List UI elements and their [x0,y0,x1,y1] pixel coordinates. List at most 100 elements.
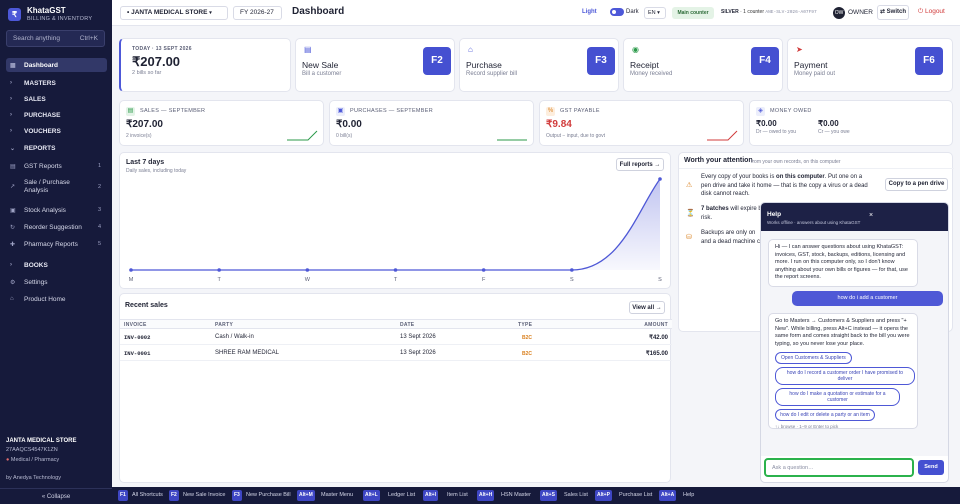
box-icon: ▣ [336,107,345,116]
avatar[interactable]: OW [833,7,845,19]
quick-action-purchase[interactable]: ⌂ Purchase Record supplier bill F3 [459,38,619,92]
attention-backup-message: Every copy of your books is on this comp… [701,173,873,199]
full-reports-button[interactable]: Full reports → [616,158,664,171]
brand-name: KhataGST [27,6,66,15]
shortcut-ledger-list[interactable]: Ledger List [388,492,416,498]
sidebar-item-reports[interactable]: ⌄ REPORTS [6,141,107,155]
ask-question-input[interactable]: Ask a question… [764,458,914,477]
switch-user-button[interactable]: ⇄ Switch [877,5,909,20]
sidebar-item-sale-purchase-analysis[interactable]: ↗ Sale / Purchase Analysis 2 [6,177,107,197]
user-role: OWNER [848,9,873,16]
chevron-down-icon: ▾ [209,10,212,16]
sidebar-item-stock-analysis[interactable]: ▣ Stock Analysis 3 [6,203,107,217]
invoice-date: 13 Sept 2026 [400,334,436,340]
home-icon: ⌂ [10,296,14,302]
column-header-amount: AMOUNT [644,322,668,328]
data-point[interactable] [658,177,662,181]
shortcut-sales-list[interactable]: Sales List [564,492,588,498]
stat-value: ₹9.84 [546,119,572,130]
data-point[interactable] [393,268,398,272]
help-messages: Hi — I can answer questions about using … [761,231,948,456]
sidebar-search[interactable]: Search anything Ctrl+K [6,30,105,47]
shortcut-key: F3 [232,490,242,501]
shortcut-key: Alt+A [659,490,677,501]
sidebar-item-pharmacy-reports[interactable]: ✚ Pharmacy Reports 5 [6,237,107,251]
today-amount: ₹207.00 [132,54,181,69]
stat-subtext: Output − input, due to govt [546,133,606,139]
sidebar-item-label: Sale / Purchase Analysis [24,179,70,194]
shortcut-all-shortcuts[interactable]: All Shortcuts [132,492,163,498]
chevron-right-icon: › [10,112,12,118]
bot-message: Hi — I can answer questions about using … [768,239,918,287]
sidebar-item-reorder-suggestion[interactable]: ↻ Reorder Suggestion 4 [6,220,107,234]
sidebar-item-purchase[interactable]: › PURCHASE [6,108,107,122]
table-row[interactable]: INV-0002 Cash / Walk-in 13 Sept 2026 B2C… [120,330,672,345]
sidebar-item-sales[interactable]: › SALES [6,92,107,106]
series-area [131,179,660,270]
quick-action-new-sale[interactable]: ▤ New Sale Bill a customer F2 [295,38,455,92]
shortcut-new-sale-invoice[interactable]: New Sale Invoice [183,492,226,498]
stat-subtext-dr: Dr — owed to you [756,129,797,135]
table-row[interactable]: INV-0001 SHREE RAM MEDICAL 13 Sept 2026 … [120,346,672,361]
box-icon: ▣ [10,207,16,214]
theme-toggle[interactable] [610,8,624,16]
data-point[interactable] [305,268,310,272]
shortcut-help[interactable]: Help [683,492,695,498]
shortcut-key: Alt+H [477,490,495,501]
copy-to-pen-drive-button[interactable]: Copy to a pen drive [885,178,948,191]
data-point[interactable] [481,268,486,272]
sparkline [707,130,738,141]
language-value: EN [648,10,656,16]
percent-icon: % [546,107,555,116]
collapse-button[interactable]: « Collapse [0,488,112,504]
sidebar-item-gst-reports[interactable]: ▤ GST Reports 1 [6,159,107,173]
table-header: INVOICE PARTY DATE TYPE AMOUNT [120,319,672,329]
view-all-button[interactable]: View all → [629,301,665,314]
store-selector[interactable]: • JANTA MEDICAL STORE ▾ [120,6,228,20]
document-icon: ▤ [126,107,135,116]
invoice-amount: ₹42.00 [649,335,668,341]
sidebar-item-product-home[interactable]: ⌂ Product Home [6,292,107,306]
help-header: Help Works offline · answers about using… [761,203,948,231]
sparkline [497,139,527,141]
quick-action-title: Receipt [630,60,659,70]
grid-icon: ▦ [10,62,16,69]
shortcut-purchase-list[interactable]: Purchase List [619,492,653,498]
language-selector[interactable]: EN ▾ [644,7,666,19]
fiscal-year-selector[interactable]: FY 2026-27 [233,6,282,20]
send-button[interactable]: Send [918,460,944,475]
shortcut-hsn-master[interactable]: HSN Master [501,492,531,498]
shortcut-key: Alt+P [595,490,612,501]
sidebar-item-label: MASTERS [24,79,56,87]
shortcut-master-menu[interactable]: Master Menu [321,492,354,498]
quick-action-payment[interactable]: ➤ Payment Money paid out F6 [787,38,953,92]
attention-backup-location-message: Backups are only on and a dead machine ca [701,229,781,246]
data-point[interactable] [570,268,574,272]
logout-button[interactable]: ⏻ Logout [918,8,945,16]
data-point[interactable] [129,268,133,272]
suggestion-chip[interactable]: how do I edit or delete a party or an it… [775,409,875,421]
quick-action-receipt[interactable]: ◉ Receipt Money received F4 [623,38,783,92]
data-point[interactable] [217,268,221,272]
suggestion-chip[interactable]: how do I make a quotation or estimate fo… [775,388,900,406]
stat-value: ₹207.00 [126,119,163,130]
chevron-right-icon: › [10,262,12,268]
sidebar-item-dashboard[interactable]: ▦ Dashboard [6,58,107,72]
sidebar-item-vouchers[interactable]: › VOUCHERS [6,124,107,138]
text: will expire b [728,206,762,212]
quick-action-subtitle: Record supplier bill [466,71,518,77]
quick-action-subtitle: Bill a customer [302,71,342,77]
footer-vendor: by Anedya Technology [6,475,61,481]
stat-label: GST PAYABLE [560,108,600,114]
x-tick-label: F [482,277,486,283]
suggestion-chip[interactable]: how do I record a customer order I have … [775,367,915,385]
help-subtitle: Works offline · answers about using Khat… [767,220,861,225]
sidebar-item-books[interactable]: › BOOKS [6,258,107,272]
open-customers-suppliers-chip[interactable]: Open Customers & Suppliers [775,352,852,364]
sidebar-item-settings[interactable]: ⚙ Settings [6,275,107,289]
shortcut-new-purchase-bill[interactable]: New Purchase Bill [246,492,291,498]
sidebar-item-masters[interactable]: › MASTERS [6,76,107,90]
sidebar-item-label: BOOKS [24,261,48,269]
shortcut-item-list[interactable]: Item List [447,492,468,498]
close-icon[interactable]: × [869,212,874,219]
